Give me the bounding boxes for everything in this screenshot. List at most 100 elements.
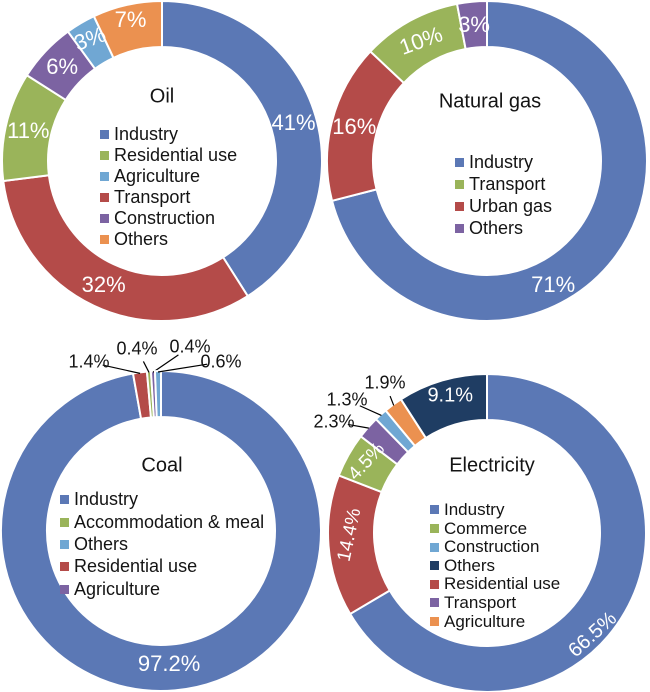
legend-label: Industry: [74, 489, 139, 510]
leader-line-coal-agriculture: [152, 354, 179, 373]
legend-label: Agriculture: [74, 578, 161, 599]
legend-swatch-construction: [100, 213, 109, 223]
legend-item-electricity-residential-use: Residential use: [430, 574, 561, 594]
segment-value-label-coal-agriculture: 0.4%: [169, 336, 211, 357]
legend-swatch-construction: [430, 542, 439, 552]
leader-line-electricity-construction: [359, 405, 382, 417]
legend-label: Commerce: [444, 518, 528, 538]
legend-swatch-transport: [430, 598, 439, 608]
legend-swatch-agriculture: [60, 584, 69, 594]
segment-electricity-industry: [348, 372, 647, 692]
segment-value-label-oil-industry: 41%: [271, 109, 316, 135]
chart-title-oil: Oil: [149, 85, 175, 108]
legend-swatch-agriculture: [430, 617, 439, 627]
legend-swatch-industry: [100, 129, 109, 139]
legend-label: Agriculture: [444, 611, 526, 631]
leader-line-coal-residential-use: [102, 364, 141, 374]
legend-item-oil-construction: Construction: [100, 208, 237, 229]
segment-value-label-coal-others: 0.6%: [200, 351, 242, 372]
segment-value-label-electricity-agriculture: 1.9%: [364, 372, 406, 393]
segment-value-label-oil-others: 7%: [114, 7, 147, 33]
legend-swatch-agriculture: [100, 171, 109, 181]
legend-item-electricity-industry: Industry: [430, 499, 560, 520]
legend-swatch-commerce: [430, 524, 439, 534]
legend-coal: Industry Accommodation & meal Others Reside…: [60, 489, 264, 600]
segment-value-label-oil-construction: 6%: [46, 54, 79, 80]
legend-swatch-others: [430, 561, 439, 571]
segment-natural-gas-others: [455, 0, 488, 51]
legend-item-coal-others: Others: [60, 533, 264, 555]
segment-oil-others: [92, 0, 163, 60]
legend-oil: Industry Residential use Agriculture Transp…: [100, 124, 237, 250]
segment-natural-gas-industry: [330, 0, 648, 322]
legend-item-natural-gas-transport: Transport: [455, 173, 552, 195]
segment-value-label-natural-gas-industry: 71%: [531, 272, 576, 298]
legend-swatch-others: [60, 540, 69, 550]
legend-swatch-transport: [100, 192, 109, 202]
legend-electricity: Industry Commerce Construction Others Reside…: [430, 499, 561, 631]
leader-line-coal-others: [157, 363, 208, 373]
legend-label: Transport: [444, 592, 517, 612]
segment-oil-industry: [161, 0, 323, 298]
legend-swatch-residential-use: [60, 562, 69, 572]
legend-item-electricity-commerce: Commerce: [430, 519, 560, 538]
legend-item-electricity-transport: Transport: [430, 592, 560, 613]
leader-line-electricity-agriculture: [389, 395, 395, 406]
segment-value-label-electricity-transport: 2.3%: [313, 411, 355, 432]
legend-label: Industry: [444, 499, 505, 519]
legend-label: Others: [444, 555, 496, 575]
legend-swatch-industry: [455, 157, 464, 167]
legend-label: Residential use: [444, 574, 561, 594]
legend-item-electricity-others: Others: [430, 556, 560, 575]
legend-swatch-industry: [60, 495, 69, 505]
legend-natural-gas: Industry Transport Urban gas Others: [455, 151, 552, 239]
segment-value-label-natural-gas-urban-gas: 16%: [332, 113, 377, 139]
legend-swatch-others: [455, 223, 464, 233]
legend-label: Others: [469, 217, 524, 238]
segment-electricity-others: [399, 372, 488, 440]
legend-item-natural-gas-urban-gas: Urban gas: [455, 195, 552, 217]
legend-label: Transport: [469, 173, 546, 194]
legend-swatch-transport: [455, 179, 464, 189]
segment-value-label-natural-gas-others: 3%: [458, 11, 490, 37]
segment-value-label-oil-transport: 32%: [81, 271, 126, 297]
legend-item-natural-gas-others: Others: [455, 217, 552, 239]
legend-item-oil-agriculture: Agriculture: [100, 166, 237, 187]
legend-label: Transport: [114, 186, 191, 207]
legend-label: Industry: [114, 123, 179, 144]
legend-item-coal-industry: Industry: [60, 489, 264, 511]
legend-item-coal-accommodation-meal: Accommodation & meal: [60, 511, 264, 533]
legend-swatch-others: [100, 234, 109, 244]
segment-value-label-electricity-others: 9.1%: [427, 384, 474, 407]
segment-value-label-coal-accommodation-meal: 0.4%: [116, 338, 158, 359]
legend-label: Construction: [114, 207, 216, 228]
segment-value-label-oil-residential-use: 11%: [7, 118, 50, 144]
segment-value-label-electricity-construction: 1.3%: [326, 389, 368, 410]
legend-swatch-industry: [430, 505, 439, 515]
legend-item-oil-others: Others: [100, 229, 237, 250]
legend-swatch-residential-use: [430, 579, 439, 589]
legend-label: Others: [74, 534, 129, 555]
segment-oil-transport: [2, 174, 250, 322]
legend-label: Agriculture: [114, 165, 201, 186]
legend-label: Others: [114, 228, 169, 249]
chart-title-natural-gas: Natural gas: [438, 90, 542, 113]
legend-item-electricity-agriculture: Agriculture: [430, 612, 560, 631]
legend-label: Urban gas: [469, 195, 553, 216]
segment-value-label-coal-residential-use: 1.4%: [68, 351, 110, 372]
leader-line-coal-accommodation-meal: [142, 361, 150, 373]
chart-title-electricity: Electricity: [449, 454, 535, 477]
chart-title-coal: Coal: [141, 454, 183, 477]
legend-label: Residential use: [74, 556, 198, 577]
legend-item-oil-transport: Transport: [100, 187, 237, 208]
segment-coal-others: [153, 369, 162, 419]
legend-label: Industry: [469, 151, 534, 172]
legend-label: Accommodation & meal: [74, 511, 265, 532]
legend-item-oil-industry: Industry: [100, 124, 237, 145]
legend-item-natural-gas-industry: Industry: [455, 151, 552, 173]
legend-item-coal-agriculture: Agriculture: [60, 578, 264, 600]
legend-swatch-residential-use: [100, 150, 109, 160]
segment-coal-industry: [0, 369, 322, 692]
